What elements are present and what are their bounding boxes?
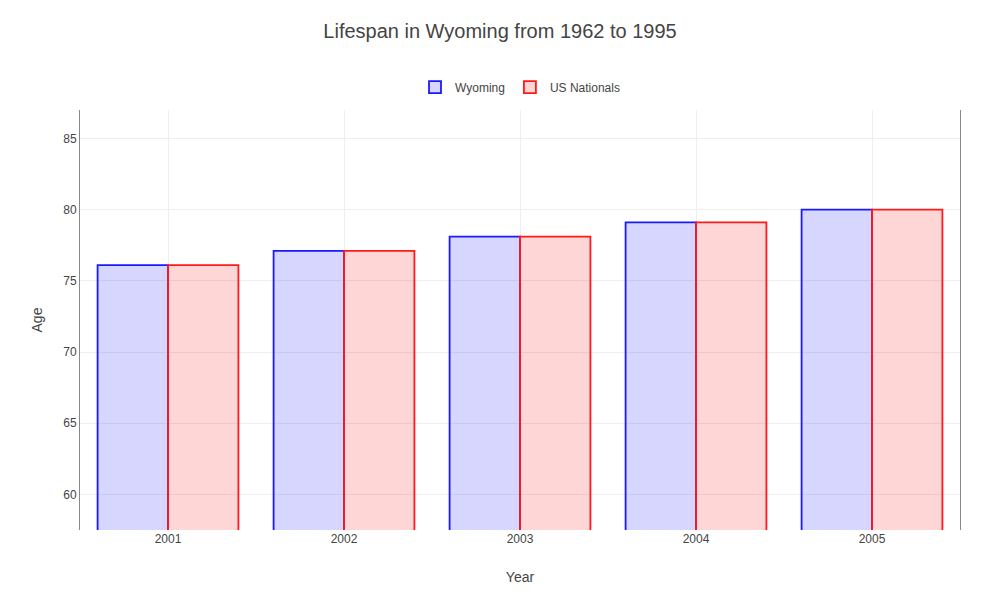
- svg-text:2003: 2003: [507, 532, 534, 546]
- svg-text:65: 65: [63, 416, 77, 430]
- svg-text:US Nationals: US Nationals: [550, 81, 620, 95]
- svg-text:75: 75: [63, 274, 77, 288]
- svg-text:Year: Year: [506, 569, 535, 585]
- svg-text:2002: 2002: [331, 532, 358, 546]
- svg-text:2001: 2001: [155, 532, 182, 546]
- svg-text:2005: 2005: [859, 532, 886, 546]
- svg-text:Lifespan in Wyoming from 1962: Lifespan in Wyoming from 1962 to 1995: [323, 20, 676, 42]
- svg-text:60: 60: [63, 488, 77, 502]
- svg-text:2004: 2004: [683, 532, 710, 546]
- svg-text:Age: Age: [29, 307, 45, 332]
- svg-text:70: 70: [63, 345, 77, 359]
- svg-text:Wyoming: Wyoming: [455, 81, 505, 95]
- svg-text:85: 85: [63, 132, 77, 146]
- svg-text:80: 80: [63, 203, 77, 217]
